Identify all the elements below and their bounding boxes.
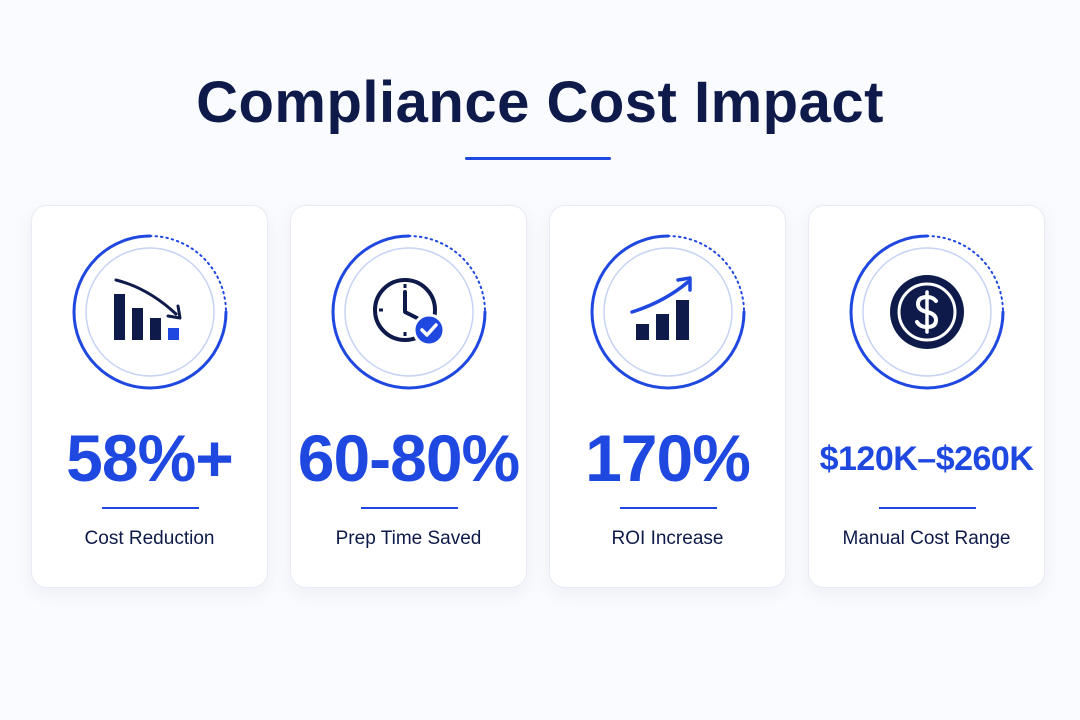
- bar-chart-down-icon: [110, 272, 190, 352]
- stat-label: Cost Reduction: [84, 528, 215, 549]
- stat-label: Manual Cost Range: [842, 528, 1011, 549]
- stat-value: 58%+: [66, 421, 234, 495]
- stat-value: 60-80%: [297, 421, 521, 495]
- card-prep-time-saved: 60-80% Prep Time Saved: [290, 205, 527, 588]
- stat-divider: [620, 507, 717, 509]
- card-manual-cost-range: $120K–$260K Manual Cost Range: [808, 205, 1045, 588]
- card-cost-reduction: 58%+ Cost Reduction: [31, 205, 268, 588]
- stat-label: Prep Time Saved: [335, 528, 482, 549]
- stat-divider: [361, 507, 458, 509]
- title-underline: [465, 157, 611, 160]
- page-title: Compliance Cost Impact: [196, 70, 884, 135]
- ring-decoration: [70, 232, 230, 392]
- stat-divider: [879, 507, 976, 509]
- ring-decoration: [588, 232, 748, 392]
- ring-decoration: [329, 232, 489, 392]
- bar-chart-up-icon: [628, 272, 708, 352]
- ring-decoration: [847, 232, 1007, 392]
- stat-label: ROI Increase: [611, 528, 724, 549]
- stat-value: $120K–$260K: [819, 440, 1034, 478]
- clock-check-icon: [369, 272, 449, 352]
- stat-value: 170%: [585, 421, 751, 495]
- dollar-coin-icon: [887, 272, 967, 352]
- stat-divider: [102, 507, 199, 509]
- card-roi-increase: 170% ROI Increase: [549, 205, 786, 588]
